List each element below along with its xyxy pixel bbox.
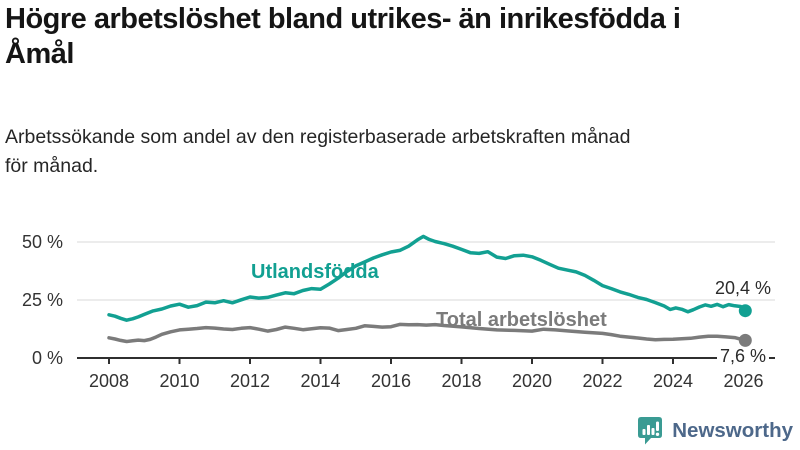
x-tick-label: 2014 [300,371,341,391]
y-tick-label: 50 % [21,232,63,252]
newsworthy-bubble-chart-icon [638,417,663,445]
y-tick-label: 25 % [21,290,63,310]
line-total-arbetsloshet [107,322,748,344]
series-label-total-arbetsloshet: Total arbetslöshet [436,309,607,331]
newsworthy-logo[interactable]: Newsworthy [637,416,793,446]
x-tick-label: 2012 [229,371,271,391]
x-tick-label: 2018 [441,371,482,391]
newsworthy-logo-text: Newsworthy [672,419,793,442]
x-tick-label: 2020 [511,371,553,391]
x-tick-label: 2016 [370,371,412,391]
chart-subtitle: Arbetssökande som andel av den registerb… [5,126,631,177]
line-utlandsfodda [107,234,748,322]
series-label-utlandsfodda: Utlandsfödda [251,261,379,283]
y-tick-label: 0 % [31,348,63,368]
end-dot-utlandsfodda [738,304,752,318]
page-title: Högre arbetslöshet bland utrikes- än inr… [5,3,681,70]
x-tick-label: 2024 [652,371,694,391]
x-tick-label: 2022 [582,371,623,391]
x-tick-label: 2026 [723,371,764,391]
end-dot-total-arbetsloshet [738,333,752,347]
x-tick-label: 2008 [88,371,130,391]
end-value-label-utlandsfodda: 20,4 % [714,278,771,298]
end-value-label-total-arbetsloshet: 7,6 % [716,347,769,366]
x-tick-label: 2010 [159,371,200,391]
